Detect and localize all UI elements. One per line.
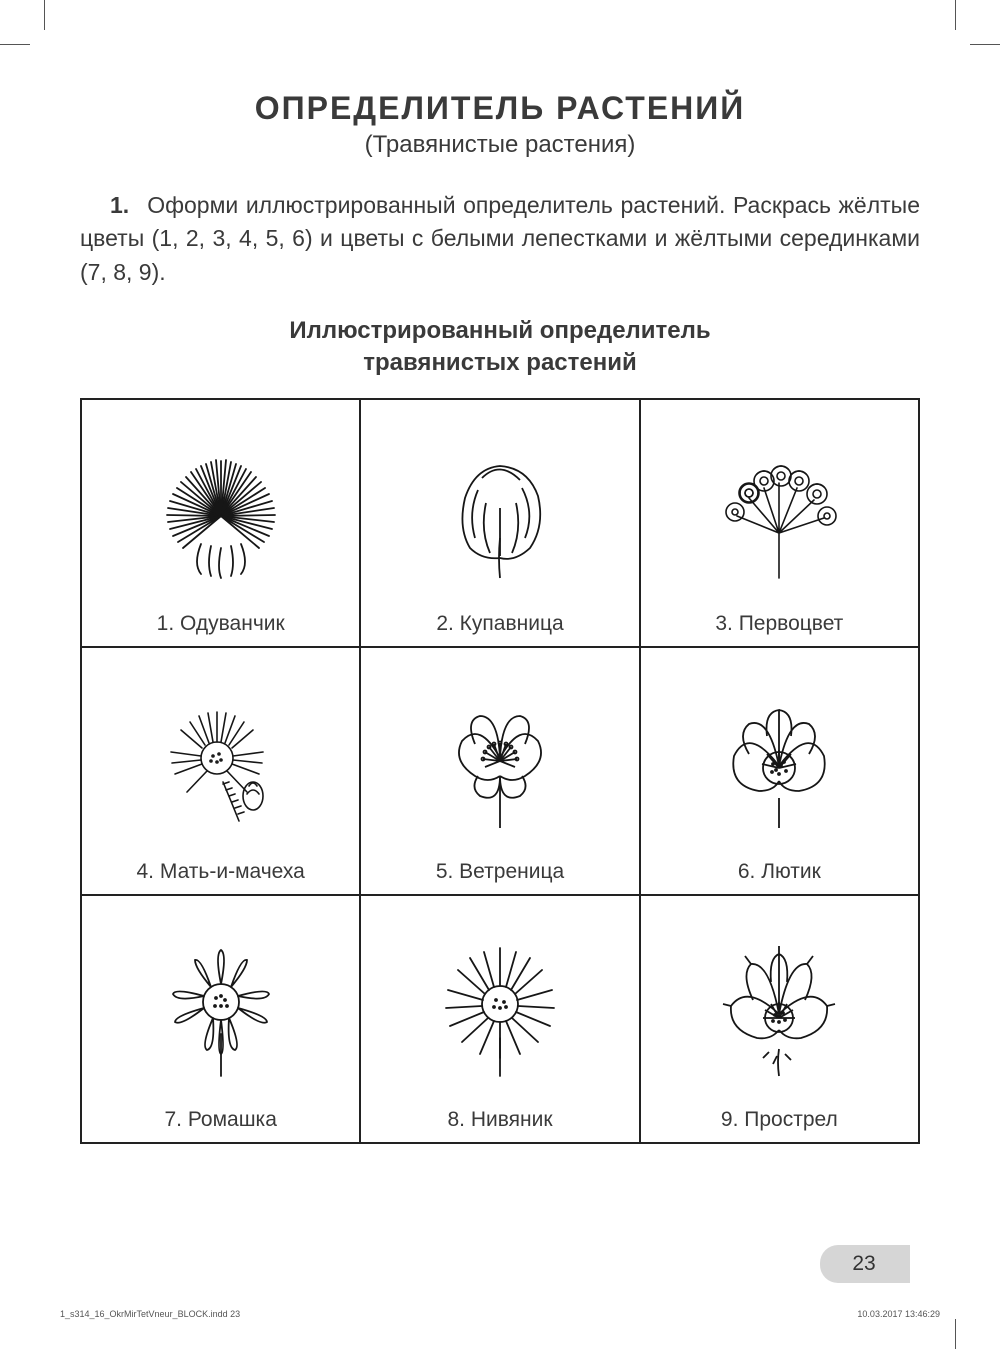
page-title: ОПРЕДЕЛИТЕЛЬ РАСТЕНИЙ [80, 90, 920, 127]
plant-cell: 3. Первоцвет [640, 399, 919, 647]
plants-table: 1. Одуванчик [80, 398, 920, 1144]
plant-cell: 4. Мать-и-мачеха [81, 647, 360, 895]
plant-caption: 8. Нивяник [367, 1108, 632, 1132]
plant-caption: 3. Первоцвет [647, 612, 912, 636]
plant-cell: 7. Ромашка [81, 895, 360, 1143]
plant-cell: 8. Нивяник [360, 895, 639, 1143]
plant-illustration-buttercup [647, 679, 912, 854]
plant-caption: 5. Ветреница [367, 860, 632, 884]
plant-illustration-chamomile [88, 927, 353, 1102]
footer-timestamp: 10.03.2017 13:46:29 [857, 1309, 940, 1319]
plant-cell: 6. Лютик [640, 647, 919, 895]
plant-illustration-dandelion [88, 431, 353, 606]
section-title: Иллюстрированный определитель травянисты… [80, 315, 920, 380]
plant-illustration-pasqueflower [647, 927, 912, 1102]
plant-cell: 2. Купавница [360, 399, 639, 647]
plant-caption: 6. Лютик [647, 860, 912, 884]
plant-caption: 2. Купавница [367, 612, 632, 636]
plant-cell: 5. Ветреница [360, 647, 639, 895]
plant-cell: 1. Одуванчик [81, 399, 360, 647]
plant-caption: 9. Прострел [647, 1108, 912, 1132]
page-number-tab: 23 [820, 1245, 910, 1283]
section-title-line2: травянистых растений [363, 349, 637, 376]
task-number: 1. [110, 192, 129, 218]
section-title-line1: Иллюстрированный определитель [289, 317, 710, 344]
task-text: Оформи иллюстрированный определитель рас… [80, 192, 920, 285]
page-number: 23 [852, 1252, 875, 1276]
plant-illustration-primrose [647, 431, 912, 606]
plant-caption: 4. Мать-и-мачеха [88, 860, 353, 884]
print-footer: 1_s314_16_OkrMirTetVneur_BLOCK.indd 23 1… [60, 1309, 940, 1319]
page-subtitle: (Травянистые растения) [80, 131, 920, 159]
task-paragraph: 1.Оформи иллюстрированный определитель р… [80, 189, 920, 289]
plant-illustration-oxeye-daisy [367, 927, 632, 1102]
plant-caption: 1. Одуванчик [88, 612, 353, 636]
plant-illustration-globeflower [367, 431, 632, 606]
plant-illustration-anemone [367, 679, 632, 854]
page: ОПРЕДЕЛИТЕЛЬ РАСТЕНИЙ (Травянистые расте… [80, 60, 920, 1289]
footer-filename: 1_s314_16_OkrMirTetVneur_BLOCK.indd 23 [60, 1309, 240, 1319]
plant-illustration-coltsfoot [88, 679, 353, 854]
plant-cell: 9. Прострел [640, 895, 919, 1143]
plant-caption: 7. Ромашка [88, 1108, 353, 1132]
